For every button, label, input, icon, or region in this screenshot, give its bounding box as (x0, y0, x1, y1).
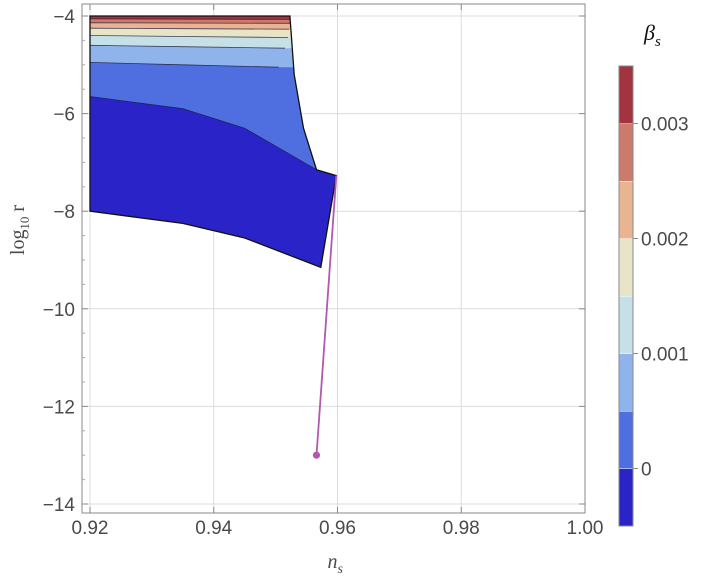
x-tick-label-2: 0.96 (319, 518, 356, 539)
y-tick-label-4: −12 (43, 397, 75, 418)
y-tick-label-3: −10 (43, 300, 75, 321)
contour-line-0 (89, 96, 317, 171)
colorbar-bin-7 (619, 66, 633, 124)
x-tick-label-4: 1.00 (567, 518, 604, 539)
y-tick-label-1: −6 (53, 105, 75, 126)
colorbar-bin-2 (619, 353, 633, 411)
colorbar-title: βs (643, 20, 661, 50)
contour-line-5 (89, 22, 290, 24)
axis-ticks: 0.92 0.94 0.96 0.98 1.00 −4 −6 −8 −10 −12 −14 (43, 4, 604, 539)
y-axis-label: log10 r (7, 205, 32, 256)
trajectory-endpoint (312, 451, 321, 459)
band-7 (90, 16, 291, 20)
plot-frame (81, 3, 586, 514)
y-tick-label-0: −4 (53, 7, 75, 28)
trajectory-line (315, 175, 338, 456)
y-axis-label-main: log (7, 230, 29, 256)
colorbar-tick-label-3: 0.003 (641, 115, 689, 136)
y-tick-label-2: −8 (53, 202, 75, 223)
contour-line-1 (89, 62, 279, 68)
contour-line-3 (89, 35, 289, 38)
y-axis-label-tail: r (7, 205, 29, 217)
colorbar-bin-6 (619, 123, 633, 181)
y-tick-label-5: −14 (43, 495, 76, 516)
trajectory (312, 175, 338, 459)
colorbar-bin-4 (619, 238, 633, 296)
colorbar-tick-label-1: 0.001 (641, 345, 689, 366)
colorbar-tick-label-0: 0 (641, 460, 652, 481)
colorbar-frame (618, 65, 634, 527)
colorbar-bin-0 (619, 468, 633, 526)
contour-line-4 (89, 27, 290, 30)
contour-line-6 (89, 18, 290, 20)
colorbar-title-sub: s (655, 34, 661, 50)
colorbar: 0 0.001 0.002 0.003 (618, 65, 689, 527)
x-tick-label-1: 0.94 (195, 518, 232, 539)
colorbar-tick-label-2: 0.002 (641, 230, 689, 251)
contour-line-2 (89, 44, 285, 49)
x-axis-label-main: n (328, 551, 338, 573)
x-tick-label-0: 0.92 (72, 518, 109, 539)
contour-bands (89, 15, 338, 269)
x-tick-label-3: 0.98 (443, 518, 480, 539)
colorbar-bin-5 (619, 181, 633, 239)
colorbar-bin-1 (619, 411, 633, 469)
colorbar-title-main: β (643, 20, 655, 45)
y-axis-label-sub: 10 (17, 217, 32, 230)
x-axis-label: ns (328, 551, 344, 577)
colorbar-bin-3 (619, 296, 633, 354)
x-axis-label-sub: s (338, 562, 344, 577)
